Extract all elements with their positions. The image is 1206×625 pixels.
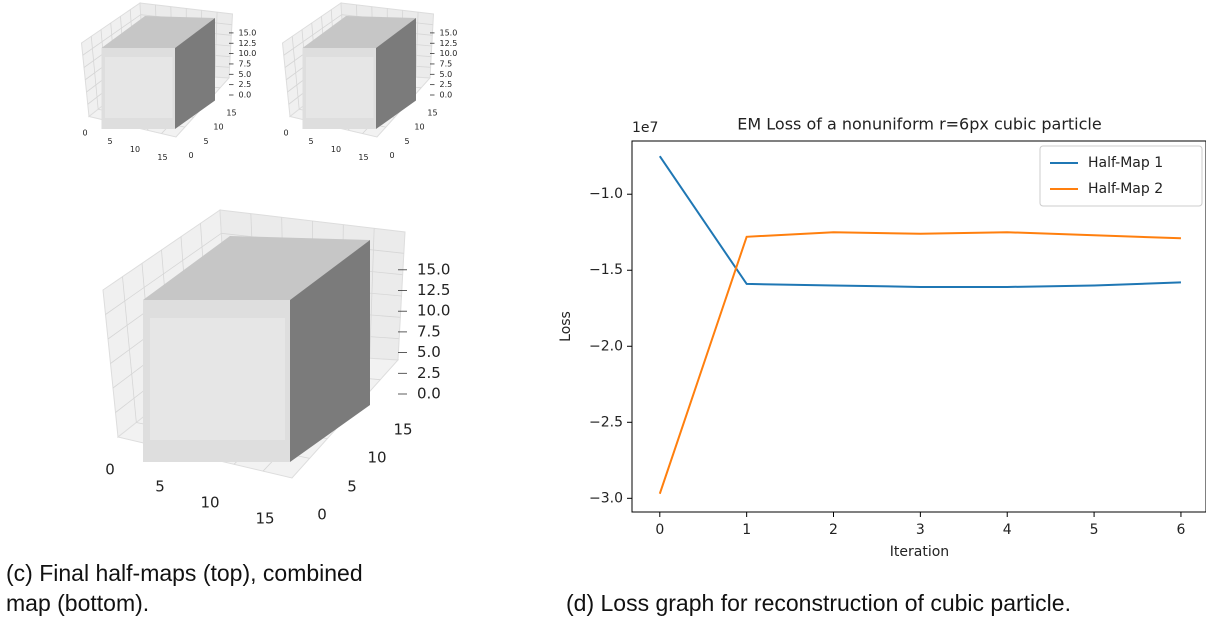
- legend-label: Half-Map 2: [1088, 181, 1163, 197]
- y-tick-label: −2.0: [589, 338, 623, 354]
- y-axis-label: Loss: [558, 311, 574, 342]
- x-tick-label: 5: [155, 478, 165, 496]
- y-tick-label: 15: [393, 421, 412, 439]
- y-tick-label: 0: [389, 151, 394, 160]
- y-tick-label: 5: [203, 137, 208, 146]
- y-tick-label: 10: [367, 449, 386, 467]
- legend-label: Half-Map 1: [1088, 155, 1163, 171]
- y-tick-label: 15: [427, 109, 437, 118]
- z-tick-label: 2.5: [417, 364, 441, 382]
- x-tick-label: 5: [308, 137, 313, 146]
- z-tick-label: 12.5: [239, 39, 257, 48]
- cube-front-inner: [105, 57, 173, 118]
- y-tick-label: 0: [317, 506, 327, 524]
- y-tick-label: −2.5: [589, 414, 623, 430]
- z-tick-label: 0.0: [239, 91, 252, 100]
- x-tick-label: 3: [916, 522, 925, 538]
- z-tick-label: 10.0: [440, 49, 458, 58]
- z-tick-label: 12.5: [417, 281, 450, 299]
- z-tick-label: 10.0: [417, 302, 450, 320]
- y-tick-label: 15: [226, 109, 236, 118]
- x-tick-label: 5: [107, 137, 112, 146]
- x-tick-label: 4: [1003, 522, 1012, 538]
- y-tick-label: −1.0: [589, 186, 623, 202]
- cube-front-inner: [150, 318, 285, 440]
- x-tick-label: 10: [130, 145, 140, 154]
- x-tick-label: 1: [742, 522, 751, 538]
- y-tick-label: 10: [213, 123, 223, 132]
- chart-title: EM Loss of a nonuniform r=6px cubic part…: [737, 115, 1101, 134]
- x-tick-label: 15: [358, 153, 368, 162]
- z-tick-label: 5.0: [417, 343, 441, 361]
- cube-front-inner: [306, 57, 374, 118]
- z-tick-label: 5.0: [440, 70, 453, 79]
- x-axis-label: Iteration: [890, 544, 949, 560]
- z-tick-label: 0.0: [440, 91, 453, 100]
- x-tick-label: 10: [331, 145, 341, 154]
- caption: (d) Loss graph for reconstruction of cub…: [566, 588, 1206, 618]
- y-tick-label: 5: [347, 478, 357, 496]
- page: {"left_panel": {"caption": "(c) Final ha…: [0, 0, 1206, 625]
- x-tick-label: 0: [283, 129, 288, 138]
- z-tick-label: 15.0: [417, 260, 450, 278]
- z-tick-label: 10.0: [239, 49, 257, 58]
- z-tick-label: 7.5: [417, 322, 441, 340]
- z-tick-label: 2.5: [440, 80, 453, 89]
- caption: (c) Final half-maps (top), combined map …: [6, 558, 406, 618]
- y-tick-label: 10: [414, 123, 424, 132]
- figure: 0.02.55.07.510.012.515.00510150510150.02…: [0, 0, 1206, 625]
- y-tick-label: −1.5: [589, 262, 623, 278]
- x-tick-label: 2: [829, 522, 838, 538]
- x-tick-label: 0: [82, 129, 87, 138]
- x-tick-label: 0: [655, 522, 664, 538]
- z-tick-label: 15.0: [440, 28, 458, 37]
- z-tick-label: 5.0: [239, 70, 252, 79]
- x-tick-label: 15: [157, 153, 167, 162]
- z-tick-label: 0.0: [417, 385, 441, 403]
- z-tick-label: 2.5: [239, 80, 252, 89]
- y-tick-label: −3.0: [589, 490, 623, 506]
- x-tick-label: 15: [255, 510, 274, 528]
- offset-label: 1e7: [632, 120, 658, 136]
- x-tick-label: 6: [1176, 522, 1185, 538]
- z-tick-label: 15.0: [239, 28, 257, 37]
- x-tick-label: 10: [200, 494, 219, 512]
- x-tick-label: 5: [1090, 522, 1099, 538]
- x-tick-label: 0: [105, 461, 115, 479]
- z-tick-label: 7.5: [440, 59, 453, 68]
- y-tick-label: 0: [188, 151, 193, 160]
- y-tick-label: 5: [404, 137, 409, 146]
- z-tick-label: 7.5: [239, 59, 252, 68]
- z-tick-label: 12.5: [440, 39, 458, 48]
